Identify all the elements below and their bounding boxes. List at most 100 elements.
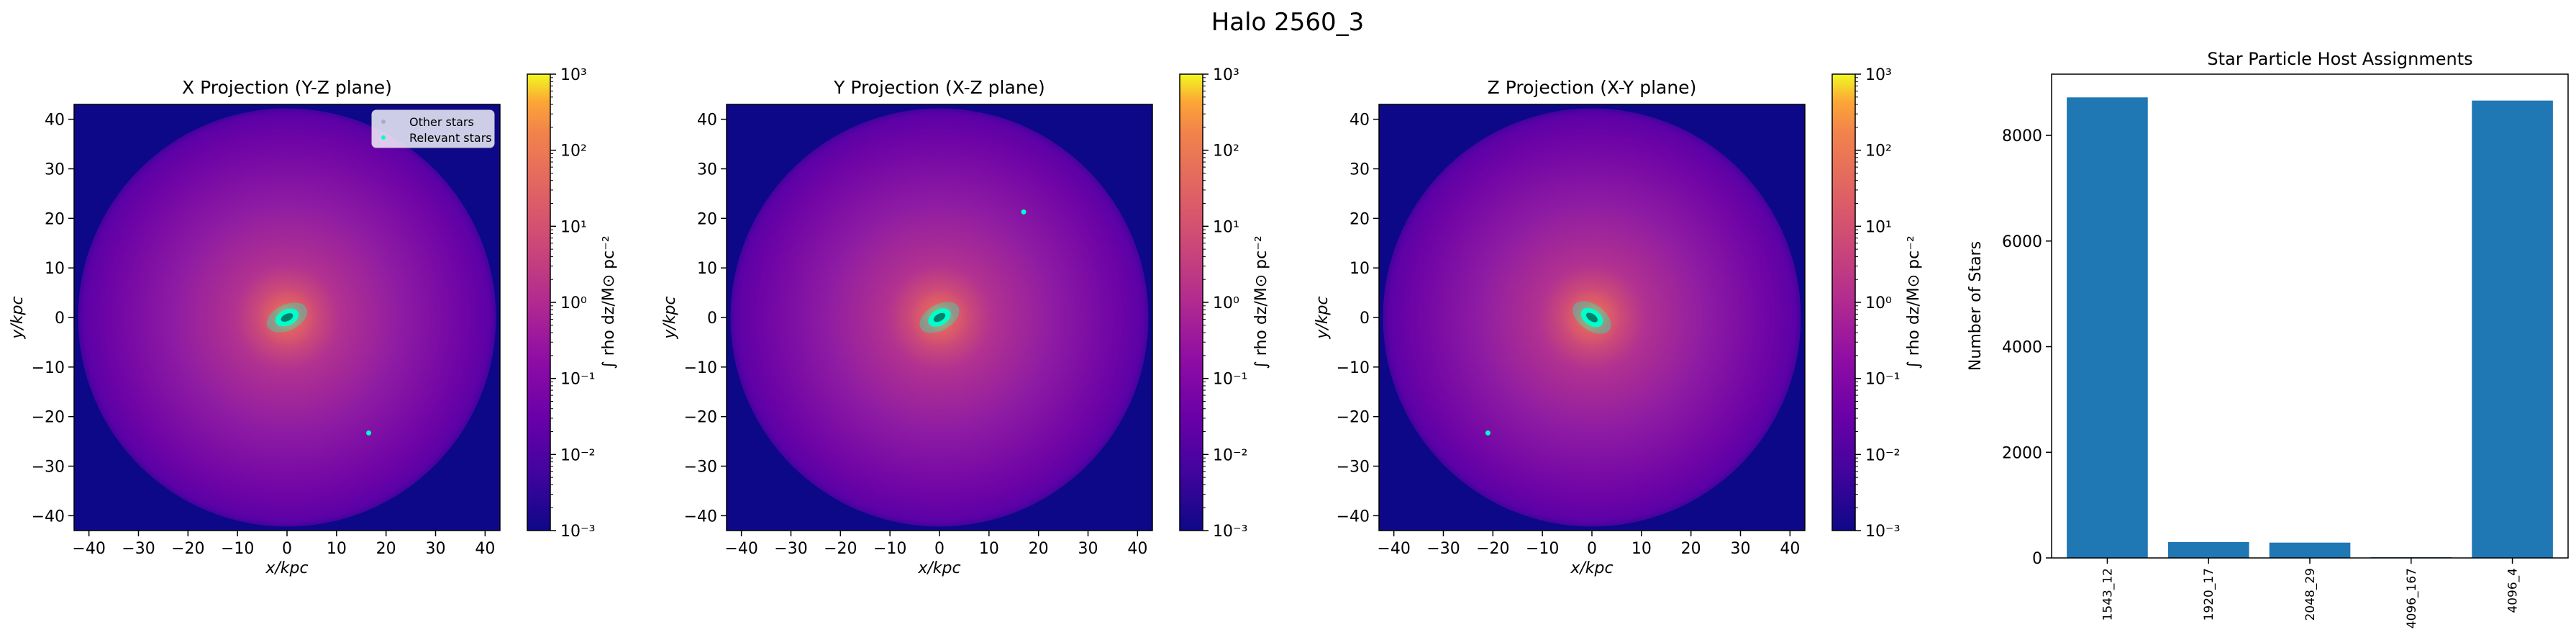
projection-panels: −40 −30 −20 −10 0 10 20 30 40 −40 −30 −20 −10 0 10 20 30… — [9, 66, 1923, 577]
legend-label-other: Other stars — [409, 115, 474, 129]
colorbar-label: ∫ rho dz/M⊙ pc⁻² — [1252, 235, 1270, 369]
x-tick-label: 20 — [1681, 540, 1701, 558]
x-axis-label: x/kpc — [265, 559, 308, 577]
x-tick-label: 30 — [1731, 540, 1751, 558]
x-axis-label: x/kpc — [1570, 559, 1613, 577]
relevant-stars-core — [1573, 301, 1611, 334]
y-tick-label: 20 — [45, 210, 65, 228]
colorbar-tick-label: 10⁰ — [1213, 294, 1239, 312]
x-tick-label: −20 — [1476, 540, 1509, 558]
y-tick-label: −10 — [1337, 359, 1370, 377]
x-tick-label: −20 — [171, 540, 204, 558]
colorbar-tick-label: 10⁻² — [560, 446, 595, 464]
x-tick-label: 1543_12 — [2101, 568, 2115, 621]
bar-chart-ylabel: Number of Stars — [1967, 241, 1985, 371]
projection-panel-3: −40 −30 −20 −10 0 10 20 30 40 −40 −30 −20 −10 0 10 20 30… — [1314, 66, 1923, 577]
colorbar-tick-label: 10³ — [1865, 66, 1892, 84]
y-tick-label: −30 — [684, 459, 717, 477]
y-tick-label: 0 — [55, 310, 65, 328]
y-tick-label: 20 — [697, 210, 717, 228]
bar — [2472, 100, 2553, 559]
satellite-stars — [366, 430, 372, 436]
colorbar-tick-label: 10¹ — [1213, 218, 1239, 236]
colorbar-tick-label: 10¹ — [1865, 218, 1892, 236]
y-tick-label: 0 — [2032, 550, 2042, 568]
colorbar-tick-label: 10⁰ — [560, 294, 587, 312]
x-tick-label: −40 — [1377, 540, 1410, 558]
y-tick-label: −10 — [684, 359, 717, 377]
x-tick-label: 10 — [327, 540, 347, 558]
x-tick-label: 2048_29 — [2303, 568, 2318, 621]
x-tick-label: −10 — [221, 540, 254, 558]
colorbar-tick-label: 10⁰ — [1865, 294, 1892, 312]
colorbar-gradient — [527, 73, 551, 531]
colorbar: 10⁻³ 10⁻² 10⁻¹ 10⁰ 10¹ 10² 10³ ∫ rho dz/M⊙ pc⁻² — [1179, 66, 1270, 541]
y-tick-label: 8000 — [2002, 127, 2042, 145]
y-tick-label: −20 — [1337, 409, 1370, 427]
y-tick-label: 40 — [45, 112, 65, 130]
satellite-stars — [1021, 209, 1027, 215]
y-tick-label: −40 — [1337, 508, 1370, 526]
y-tick-label: 40 — [697, 112, 717, 130]
colorbar-tick-label: 10⁻² — [1213, 446, 1247, 464]
legend-label-relevant: Relevant stars — [409, 131, 492, 145]
colorbar-tick-label: 10¹ — [560, 218, 587, 236]
y-tick-label: −20 — [684, 409, 717, 427]
x-axis-label: x/kpc — [917, 559, 960, 577]
star-core-dark — [281, 313, 293, 322]
panel-title: X Projection (Y-Z plane) — [182, 77, 392, 98]
colorbar-tick-label: 10⁻³ — [1865, 523, 1900, 541]
y-tick-label: 2000 — [2002, 444, 2042, 462]
colorbar-tick-label: 10⁻¹ — [1213, 371, 1247, 389]
colorbar-gradient — [1831, 73, 1856, 531]
colorbar-label: ∫ rho dz/M⊙ pc⁻² — [600, 235, 618, 369]
y-axis-label: y/kpc — [661, 296, 679, 339]
x-tick-label: 40 — [475, 540, 495, 558]
colorbar-tick-label: 10⁻¹ — [1865, 371, 1900, 389]
x-tick-label: −10 — [1526, 540, 1559, 558]
panel-title: Z Projection (X-Y plane) — [1488, 77, 1697, 98]
colorbar-tick-label: 10² — [560, 143, 587, 161]
y-tick-label: 10 — [697, 260, 717, 278]
x-tick-label: 4096_4 — [2506, 568, 2521, 613]
x-tick-label: 4096_167 — [2405, 568, 2419, 628]
x-tick-label: 40 — [1127, 540, 1147, 558]
x-tick-label: 20 — [376, 540, 396, 558]
legend-marker-other — [381, 120, 386, 124]
projection-panel-2: −40 −30 −20 −10 0 10 20 30 40 −40 −30 −20 −10 0 10 20 30… — [661, 66, 1270, 577]
y-tick-label: 0 — [1360, 310, 1370, 328]
y-tick-label: 30 — [697, 161, 717, 179]
bar-chart-title: Star Particle Host Assignments — [2207, 49, 2472, 69]
colorbar-label: ∫ rho dz/M⊙ pc⁻² — [1905, 235, 1923, 369]
x-tick-label: 10 — [979, 540, 999, 558]
y-tick-label: 0 — [707, 310, 717, 328]
y-tick-label: −20 — [32, 409, 65, 427]
x-tick-label: 30 — [1078, 540, 1098, 558]
bar-chart-bars: 1543_12 1920_17 2048_29 4096_167 4096_4 0 2000… — [2002, 73, 2569, 628]
satellite-stars — [1485, 430, 1490, 436]
y-tick-label: 30 — [1350, 161, 1370, 179]
x-tick-label: 30 — [426, 540, 446, 558]
legend-box — [371, 109, 495, 148]
colorbar-tick-label: 10² — [1213, 143, 1239, 161]
x-tick-label: −10 — [873, 540, 906, 558]
colorbar-tick-label: 10³ — [1213, 66, 1239, 84]
x-tick-label: −20 — [824, 540, 857, 558]
y-axis-label: y/kpc — [1314, 296, 1332, 339]
y-tick-label: −40 — [32, 508, 65, 526]
colorbar: 10⁻³ 10⁻² 10⁻¹ 10⁰ 10¹ 10² 10³ ∫ rho dz/M⊙ pc⁻² — [1831, 66, 1923, 541]
x-tick-label: 0 — [1587, 540, 1597, 558]
colorbar-tick-label: 10⁻³ — [560, 523, 595, 541]
colorbar-gradient — [1179, 73, 1203, 531]
x-tick-label: −30 — [1426, 540, 1460, 558]
legend: Other stars Relevant stars — [371, 109, 495, 148]
y-axis-label: y/kpc — [9, 296, 27, 339]
colorbar-tick-label: 10⁻³ — [1213, 523, 1247, 541]
panel-frame — [2051, 73, 2569, 559]
relevant-stars-core — [919, 302, 960, 333]
y-tick-label: 4000 — [2002, 339, 2042, 357]
panel-title: Y Projection (X-Z plane) — [833, 77, 1045, 98]
x-tick-label: −40 — [724, 540, 757, 558]
y-tick-label: −10 — [32, 359, 65, 377]
